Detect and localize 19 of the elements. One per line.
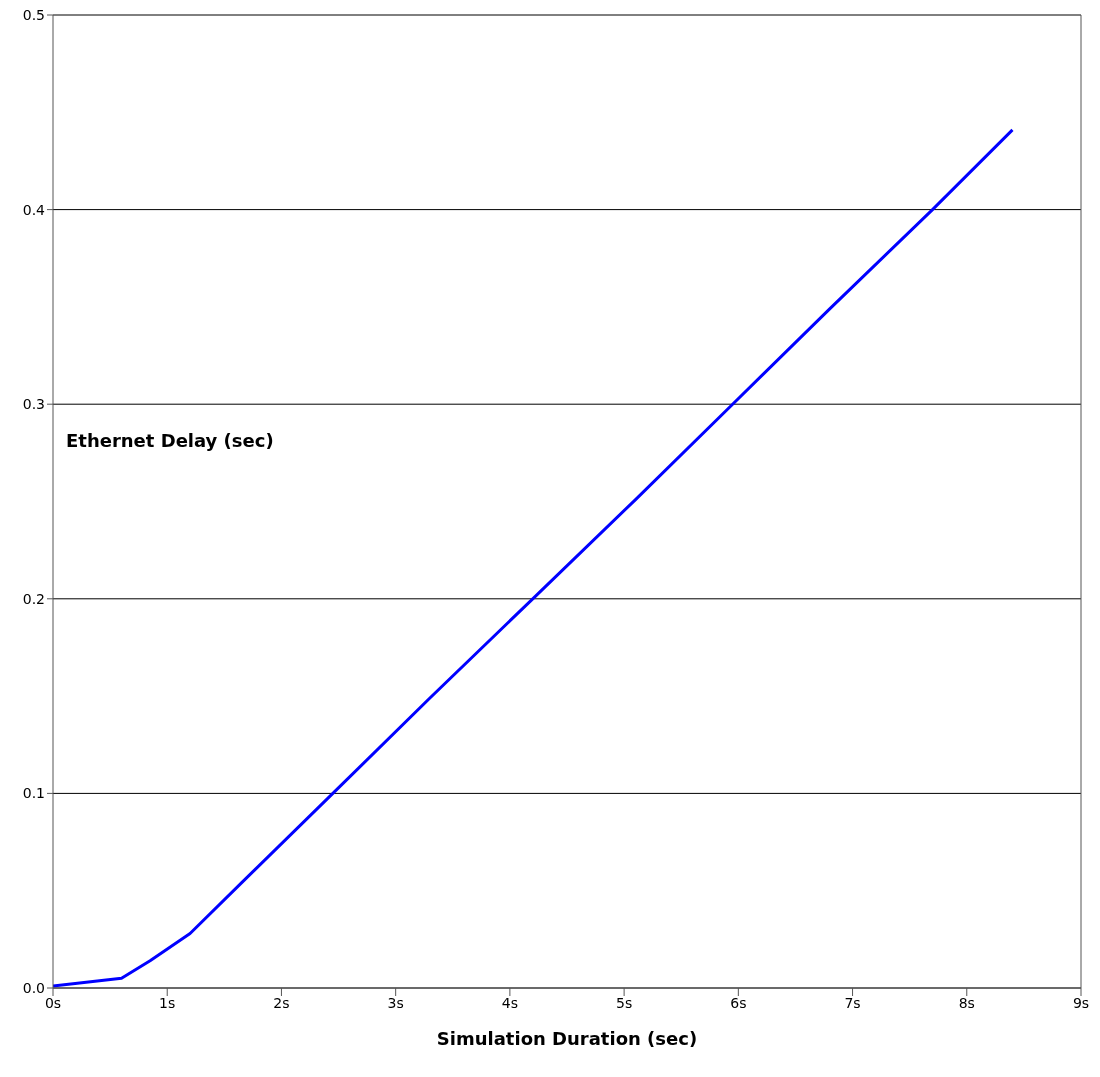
y-tick-label: 0.4 bbox=[22, 201, 46, 218]
y-tick-label: 0.2 bbox=[22, 590, 45, 607]
y-tick-label: 0.5 bbox=[22, 6, 45, 23]
x-tick-label: 8s bbox=[958, 994, 975, 1011]
y-tick-label: 0.0 bbox=[22, 979, 45, 996]
x-tick-label: 7s bbox=[844, 994, 861, 1011]
x-tick-label: 0s bbox=[44, 994, 62, 1011]
x-tick-label: 5s bbox=[616, 994, 633, 1011]
y-tick-label: 0.3 bbox=[22, 396, 45, 413]
x-tick-label: 4s bbox=[501, 994, 518, 1011]
x-tick-label: 1s bbox=[159, 994, 176, 1011]
x-tick-label: 3s bbox=[387, 994, 404, 1011]
y-axis-title: Ethernet Delay (sec) bbox=[66, 430, 274, 451]
x-tick-label: 9s bbox=[1072, 994, 1090, 1011]
line-series bbox=[53, 128, 1014, 988]
x-tick-label: 6s bbox=[730, 994, 747, 1011]
y-tick-label: 0.1 bbox=[22, 785, 45, 802]
x-tick-label: 2s bbox=[273, 994, 290, 1011]
x-axis-title: Simulation Duration (sec) bbox=[436, 1028, 698, 1049]
